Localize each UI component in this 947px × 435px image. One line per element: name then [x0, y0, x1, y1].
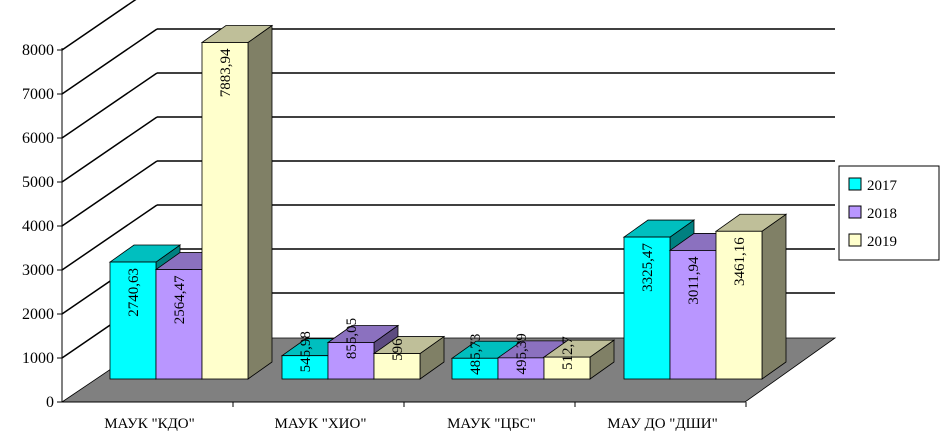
y-tick-label: 2000: [22, 306, 54, 323]
category-label: МАУК "ЦБС": [447, 416, 536, 432]
data-label: 596: [390, 338, 406, 361]
bar-side: [761, 213, 787, 380]
legend-label: 2018: [867, 206, 897, 222]
bar-front: [669, 250, 717, 380]
y-tick-label: 8000: [22, 42, 54, 59]
bar-front: [543, 356, 591, 380]
bar-2019-2: [542, 339, 616, 380]
y-tick-label: 7000: [22, 86, 54, 103]
bar-front: [373, 353, 421, 380]
bar-2019-0: [200, 24, 274, 380]
legend-swatch: [848, 177, 862, 191]
y-tick-label: 3000: [22, 262, 54, 279]
gridline-side: [61, 160, 158, 227]
category-label: МАУ ДО "ДШИ": [607, 416, 717, 432]
data-label: 3011,94: [686, 256, 702, 305]
y-tick-label: 0: [46, 394, 54, 411]
gridline-side: [61, 28, 158, 95]
data-label: 512,7: [560, 336, 576, 370]
data-label: 2564,47: [172, 275, 188, 324]
bar-2019-1: [372, 335, 446, 380]
data-label: 545,98: [298, 331, 314, 372]
data-label: 3461,16: [732, 237, 748, 286]
data-label: 3325,47: [640, 243, 656, 292]
gridline-side: [61, 0, 137, 51]
legend-swatch: [848, 233, 862, 247]
y-tick-label: 1000: [22, 350, 54, 367]
bar-front: [715, 230, 763, 380]
y-tick-label: 4000: [22, 218, 54, 235]
labels-layer: 2740,63 2564,47 7883,94 545,98 855,05 596 485,…: [126, 48, 748, 375]
axis-layer: 0 1000 2000 3000 4000 5000 6000 7000 8000 МАУК "К…: [22, 42, 747, 432]
legend-label: 2017: [867, 178, 898, 194]
bar-side: [247, 24, 273, 380]
bar-2019-3: [714, 213, 788, 380]
bar-front: [327, 342, 375, 380]
legend: 2017 2018 2019: [838, 165, 940, 261]
data-label: 495,39: [514, 333, 530, 374]
bar-front: [623, 236, 671, 380]
data-label: 2740,63: [126, 268, 142, 317]
bars-layer: [108, 24, 788, 380]
bar-front: [155, 269, 203, 380]
y-tick-label: 6000: [22, 130, 54, 147]
category-label: МАУК "ХИО": [275, 416, 367, 432]
data-label: 485,73: [468, 334, 484, 375]
gridline-side: [61, 116, 158, 183]
legend-swatch: [848, 205, 862, 219]
gridline-side: [61, 204, 158, 271]
legend-label: 2019: [867, 234, 897, 250]
gridline-side: [61, 72, 158, 139]
data-label: 7883,94: [218, 48, 234, 97]
bar-front: [201, 42, 249, 380]
y-tick-label: 5000: [22, 174, 54, 191]
bar-front: [109, 261, 157, 380]
data-label: 855,05: [344, 318, 360, 359]
category-label: МАУК "КДО": [104, 416, 195, 432]
